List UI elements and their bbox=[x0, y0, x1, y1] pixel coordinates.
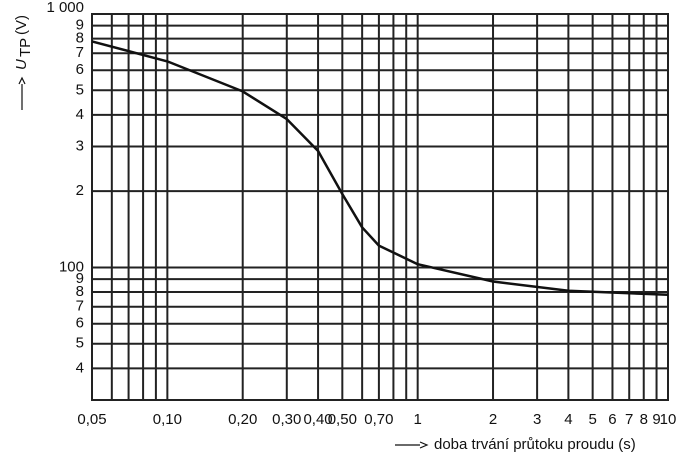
y-tick-label: 100 bbox=[59, 258, 84, 275]
x-tick-label: 8 bbox=[640, 411, 648, 428]
x-tick-label: 0,10 bbox=[153, 411, 182, 428]
x-tick-label: 0,05 bbox=[77, 411, 106, 428]
y-axis-label: U TP (V) bbox=[13, 15, 34, 110]
x-tick-label: 4 bbox=[564, 411, 572, 428]
y-tick-label: 3 bbox=[76, 138, 84, 155]
arrow-head bbox=[18, 76, 26, 85]
x-tick-label: 5 bbox=[588, 411, 596, 428]
y-tick-label: 8 bbox=[76, 283, 84, 300]
y-tick-label: 9 bbox=[76, 17, 84, 34]
y-tick-label: 5 bbox=[76, 81, 84, 98]
y-tick-label: 9 bbox=[76, 270, 84, 287]
x-tick-label: 1 bbox=[414, 411, 422, 428]
y-label-symbol: U bbox=[13, 59, 30, 70]
x-tick-label: 10 bbox=[660, 411, 677, 428]
y-tick-label: 7 bbox=[76, 298, 84, 315]
y-tick-label: 2 bbox=[76, 182, 84, 199]
arrow-head bbox=[419, 441, 429, 449]
x-tick-label: 2 bbox=[489, 411, 497, 428]
y-label-subscript: TP bbox=[17, 38, 34, 57]
y-tick-label: 4 bbox=[76, 359, 84, 376]
x-tick-label: 0,20 bbox=[228, 411, 257, 428]
x-tick-label: 9 bbox=[652, 411, 660, 428]
y-tick-label: 5 bbox=[76, 335, 84, 352]
y-tick-label: 6 bbox=[76, 315, 84, 332]
y-label-unit: (V) bbox=[13, 15, 30, 35]
y-tick-label: 6 bbox=[76, 61, 84, 78]
x-tick-label: 0,40 bbox=[303, 411, 332, 428]
x-tick-label: 3 bbox=[533, 411, 541, 428]
data-line bbox=[91, 40, 669, 297]
x-tick-label: 0,50 bbox=[328, 411, 357, 428]
x-tick-label: 7 bbox=[625, 411, 633, 428]
x-tick-label: 0,30 bbox=[272, 411, 301, 428]
x-axis-label: doba trvání průtoku proudu (s) bbox=[434, 436, 636, 453]
y-tick-label: 7 bbox=[76, 44, 84, 61]
y-tick-label: 8 bbox=[76, 30, 84, 47]
y-tick-label: 1 000 bbox=[46, 0, 84, 16]
y-tick-label: 4 bbox=[76, 106, 84, 123]
x-tick-label: 0,70 bbox=[364, 411, 393, 428]
x-tick-label: 6 bbox=[608, 411, 616, 428]
plot-frame bbox=[91, 13, 669, 401]
